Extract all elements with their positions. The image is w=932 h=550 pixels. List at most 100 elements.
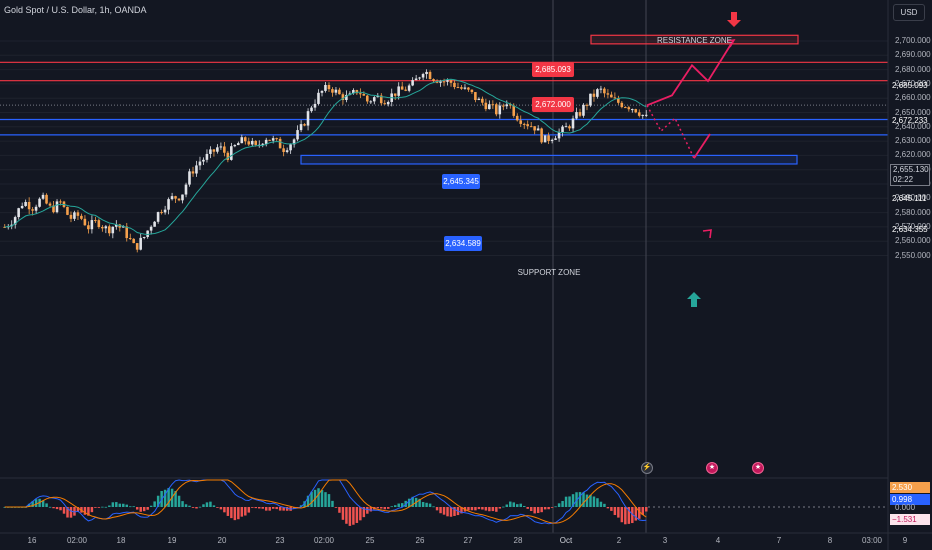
current-price: 2,655.130 [893, 165, 929, 174]
candle-body [365, 95, 369, 102]
candle-body [296, 130, 299, 140]
histogram-bar [453, 507, 456, 516]
price-callout[interactable]: 2,634.589 [444, 236, 482, 251]
up-arrow-icon [687, 292, 701, 307]
histogram-bar [362, 507, 366, 518]
currency-button[interactable]: USD [893, 4, 925, 21]
candle-body [421, 74, 425, 78]
candle-body [564, 126, 568, 128]
candle-body [121, 226, 125, 228]
histogram-bar [122, 503, 125, 507]
histogram-bar [237, 507, 240, 520]
histogram-bar [442, 507, 446, 515]
candle-body [153, 221, 156, 227]
candle-body [446, 80, 449, 82]
signal-value: 0.998 [890, 494, 930, 505]
candle-body [264, 139, 268, 144]
histogram-bar [209, 501, 212, 507]
histogram-bar [561, 500, 564, 507]
candle-body [470, 89, 474, 93]
candle-body [55, 201, 59, 213]
histogram-bar [446, 507, 449, 517]
price-callout[interactable]: 2,685.093 [532, 62, 574, 77]
histogram-bar [411, 496, 414, 507]
candle-body [205, 153, 209, 160]
histogram-bar [108, 505, 111, 507]
histogram-bar [631, 507, 634, 524]
histogram-bar [317, 488, 320, 507]
time-tick: 3 [662, 536, 668, 545]
candle-body [442, 81, 446, 83]
histogram-bar [529, 507, 533, 512]
histogram-bar [599, 501, 603, 507]
resistance-zone [590, 34, 799, 45]
candle-body [299, 124, 303, 131]
histogram-bar [94, 507, 97, 508]
level-badge: 2,685.093 [892, 81, 928, 90]
histogram-bar [268, 507, 271, 511]
candle-body [167, 199, 170, 210]
candle-body [212, 149, 216, 152]
histogram-bar [369, 507, 373, 512]
histogram-bar [306, 495, 310, 507]
candle-body [582, 104, 585, 116]
us-flag-icon[interactable]: ★ [706, 462, 718, 474]
histogram-bar [233, 507, 237, 521]
candle-body [285, 150, 289, 152]
price-tick: 2,570.000 [895, 221, 931, 231]
candle-body [411, 80, 414, 86]
candle-body [94, 220, 97, 222]
candle-body [240, 137, 244, 144]
flash-icon[interactable]: ⚡ [641, 462, 653, 474]
histogram-bar [397, 503, 400, 507]
price-callout[interactable]: 2,672.000 [532, 97, 574, 112]
projection-arrowhead [702, 229, 712, 239]
us-flag-icon[interactable]: ★ [752, 462, 764, 474]
rebound-projection [693, 133, 711, 159]
candle-body [160, 212, 163, 214]
bearish-projection [646, 104, 695, 159]
candle-body [313, 103, 317, 108]
histogram-bar [348, 507, 352, 526]
histogram-bar [97, 507, 101, 508]
candle-body [547, 135, 550, 141]
histogram-bar [428, 503, 432, 507]
candle-body [526, 124, 529, 127]
histogram-bar [470, 507, 474, 511]
candle-body [52, 205, 55, 213]
candle-body [327, 84, 331, 90]
candle-body [554, 138, 557, 140]
candle-body [515, 115, 519, 121]
price-callout[interactable]: 2,645.345 [442, 174, 480, 189]
histogram-bar [261, 507, 264, 509]
candle-body [83, 218, 87, 226]
histogram-bar [247, 507, 251, 513]
chart-grid [0, 40, 888, 256]
candle-body [188, 171, 191, 185]
resistance-zone-label[interactable]: RESISTANCE ZONE [657, 36, 732, 45]
time-tick: 20 [217, 536, 227, 545]
support-zone-label[interactable]: SUPPORT ZONE [517, 268, 581, 277]
histogram-bar [327, 494, 331, 507]
time-tick: 25 [365, 536, 375, 545]
candle-body [603, 88, 606, 94]
histogram-bar [477, 507, 481, 510]
histogram-bar [603, 503, 606, 507]
candle-body [27, 201, 31, 210]
histogram-bar [578, 492, 582, 507]
candle-body [233, 145, 237, 147]
down-arrow-icon [727, 12, 741, 27]
histogram-bar [181, 501, 184, 507]
countdown: 02:22 [893, 175, 914, 184]
histogram-bar [104, 506, 108, 508]
histogram-bar [223, 507, 226, 513]
symbol-title[interactable]: Gold Spot / U.S. Dollar, 1h, OANDA [4, 5, 147, 15]
time-tick: 26 [415, 536, 425, 545]
histogram-bar [407, 498, 411, 507]
candle-body [383, 103, 387, 105]
histogram-value: −1.531 [890, 514, 930, 525]
histogram-bar [87, 507, 90, 516]
price-tick: 2,580.000 [895, 207, 931, 217]
candle-body [463, 87, 467, 89]
